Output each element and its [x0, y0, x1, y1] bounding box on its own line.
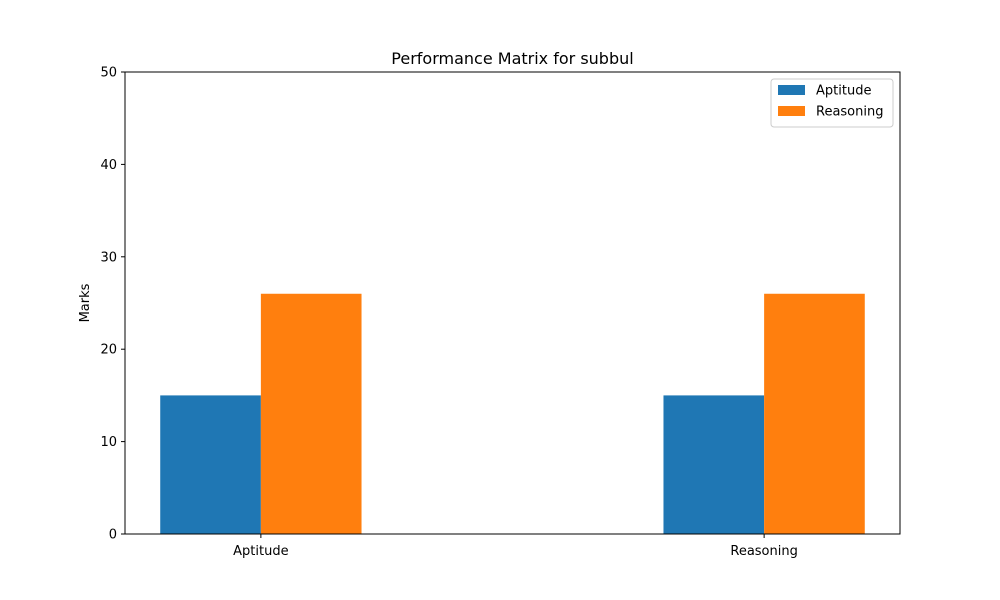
- legend-label-reasoning: Reasoning: [816, 105, 883, 120]
- chart-title: Performance Matrix for subbul: [391, 49, 633, 68]
- legend-swatch-reasoning: [778, 106, 805, 116]
- y-axis-label: Marks: [78, 283, 93, 322]
- bars-group: [160, 293, 865, 534]
- y-tick-label: 10: [100, 435, 117, 450]
- y-tick-label: 0: [109, 528, 117, 543]
- legend-label-aptitude: Aptitude: [816, 84, 871, 99]
- y-tick-label: 50: [100, 66, 117, 81]
- y-tick-label: 20: [100, 343, 117, 358]
- x-tick-label-aptitude: Aptitude: [233, 544, 288, 559]
- y-tick-label: 40: [100, 158, 117, 173]
- legend: Aptitude Reasoning: [770, 78, 894, 128]
- legend-swatch-aptitude: [778, 85, 805, 95]
- y-tick-label: 30: [100, 250, 117, 265]
- bar-aptitude-reasoning: [663, 395, 765, 534]
- plot-frame: [124, 71, 901, 535]
- y-axis: 0 10 20 30 40 50: [100, 66, 125, 543]
- x-axis: Aptitude Reasoning: [233, 534, 798, 559]
- x-tick-label-reasoning: Reasoning: [730, 544, 797, 559]
- bar-reasoning-reasoning: [764, 293, 865, 534]
- bar-aptitude-aptitude: [160, 395, 261, 534]
- bar-reasoning-aptitude: [260, 293, 362, 534]
